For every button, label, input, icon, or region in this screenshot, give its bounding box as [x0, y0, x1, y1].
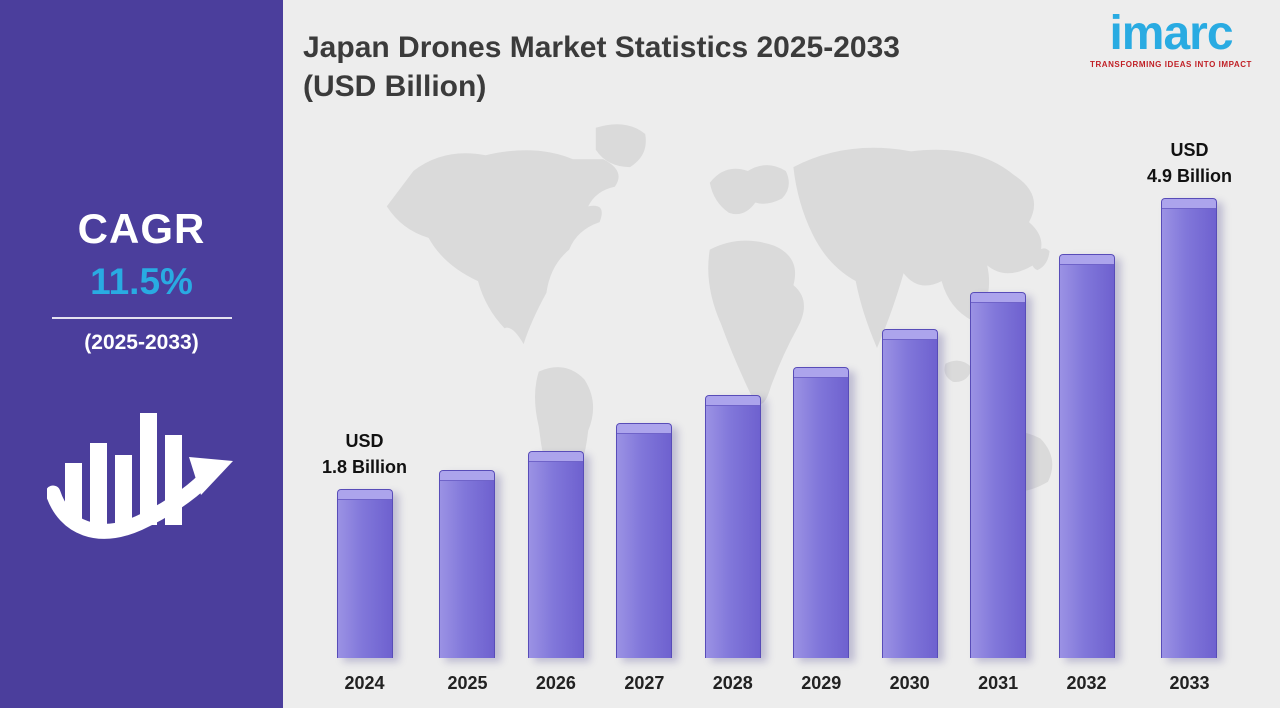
x-axis-label-2025: 2025	[447, 673, 488, 693]
chart-area: Japan Drones Market Statistics 2025-2033…	[283, 0, 1280, 708]
bar-chart-growth-arrow-icon	[45, 395, 237, 560]
x-axis-label-2033: 2033	[1169, 673, 1210, 693]
bar-group-2031: 2031	[970, 74, 1027, 694]
cagr-sidebar: CAGR 11.5% (2025-2033)	[0, 0, 283, 708]
cagr-period: (2025-2033)	[84, 331, 199, 354]
bar-2030	[881, 329, 938, 658]
cagr-value: 11.5%	[90, 261, 193, 302]
bar-group-2033: USD 4.9 Billion 2033	[1147, 74, 1232, 694]
x-axis-label-2027: 2027	[624, 673, 665, 693]
x-axis-label-2028: 2028	[712, 673, 753, 693]
x-axis-label-2030: 2030	[889, 673, 930, 693]
bar-2028	[704, 395, 761, 658]
bar-2024	[336, 489, 393, 658]
bar-2027	[616, 423, 673, 658]
bar-group-2027: 2027	[616, 74, 673, 694]
bar-value-annotation-2024: USD 1.8 Billion	[322, 430, 408, 477]
divider-line	[51, 317, 232, 319]
footer-strip	[0, 708, 1280, 720]
bar-group-2024: USD 1.8 Billion 2024	[322, 74, 407, 694]
x-axis-label-2024: 2024	[344, 673, 385, 693]
page-title: Japan Drones Market Statistics 2025-2033…	[303, 28, 900, 106]
bar-group-2028: 2028	[704, 74, 761, 694]
bar-2029	[793, 367, 850, 658]
cagr-label: CAGR	[77, 205, 206, 252]
page-title-line2: (USD Billion)	[303, 70, 487, 103]
page-title-line1: Japan Drones Market Statistics 2025-2033	[303, 31, 900, 64]
bar-group-2029: 2029	[793, 74, 850, 694]
bar-2032	[1058, 254, 1115, 658]
bar-value-annotation-2033: USD 4.9 Billion	[1146, 139, 1232, 186]
bar-group-2030: 2030	[881, 74, 938, 694]
bar-group-2026: 2026	[527, 74, 584, 694]
bar-2031	[970, 292, 1027, 658]
bar-group-2025: 2025	[439, 74, 496, 694]
x-axis-label-2026: 2026	[535, 673, 576, 693]
x-axis-label-2032: 2032	[1066, 673, 1107, 693]
imarc-logo-text: imarc	[1109, 7, 1233, 60]
bar-chart: USD 1.8 Billion 2024 2025 2026 2027 2028 2029 20…	[322, 74, 1232, 694]
x-axis-label-2031: 2031	[978, 673, 1019, 693]
imarc-logo-tagline: TRANSFORMING IDEAS INTO IMPACT	[1090, 60, 1252, 69]
bar-group-2032: 2032	[1058, 74, 1115, 694]
imarc-logo: imarc TRANSFORMING IDEAS INTO IMPACT	[1090, 7, 1252, 70]
x-axis-label-2029: 2029	[801, 673, 842, 693]
bar-2026	[527, 451, 584, 658]
bar-2025	[439, 470, 496, 658]
bar-2033	[1161, 198, 1218, 658]
